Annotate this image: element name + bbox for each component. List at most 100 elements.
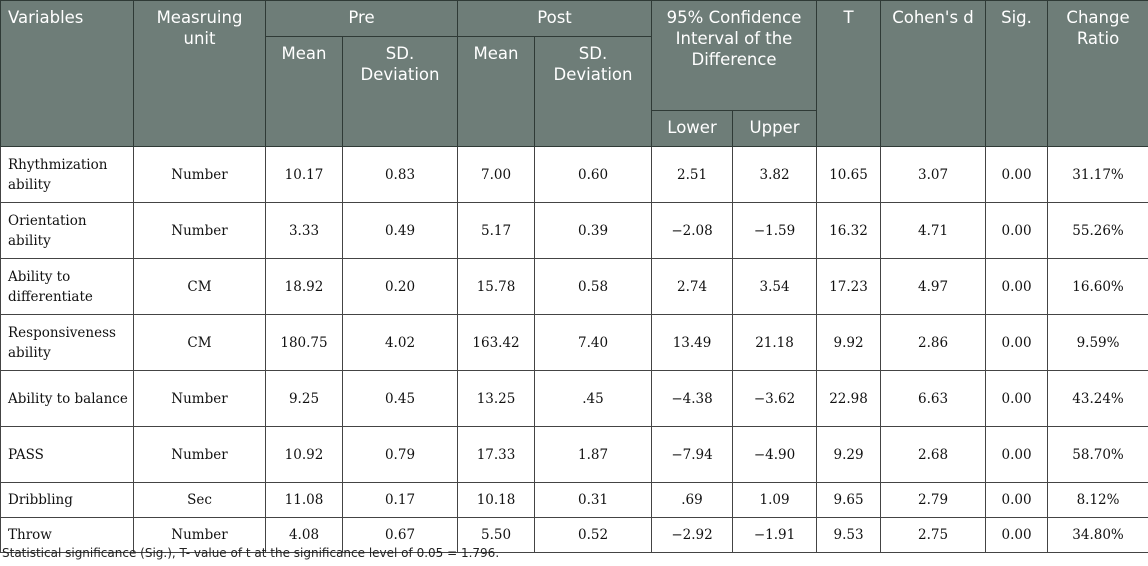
cell-upper: 3.54 [732,258,818,315]
cell-upper: 21.18 [732,314,818,371]
cell-post-sd: 1.87 [534,426,653,483]
cell-variable: PASS [0,426,134,483]
cell-pre-sd: 0.49 [341,202,459,259]
cell-change-ratio: 16.60% [1047,258,1148,315]
cell-pre-sd: 4.02 [341,314,459,371]
cell-upper: −4.90 [732,426,818,483]
cell-t: 22.98 [816,370,882,427]
cell-upper: −1.59 [732,202,818,259]
cell-upper: −1.91 [732,517,818,553]
cell-post-sd: 0.31 [534,482,653,518]
cell-pre-sd: 0.45 [341,370,459,427]
cell-lower: −4.38 [651,370,734,427]
table-row: Ability to differentiate CM 18.92 0.20 1… [0,258,1148,315]
cell-variable: Ability to differentiate [0,258,134,315]
cell-change-ratio: 9.59% [1047,314,1148,371]
cell-t: 16.32 [816,202,882,259]
header-measuring-unit: Measruing unit [133,0,266,147]
cell-post-sd: 7.40 [534,314,653,371]
cell-pre-sd: 0.67 [341,517,459,553]
header-post-mean: Mean [457,36,536,147]
header-t: T [816,0,882,147]
header-lower: Lower [651,110,734,147]
cell-sig: 0.00 [985,370,1049,427]
cell-pre-sd: 0.79 [341,426,459,483]
cell-pre-mean: 180.75 [265,314,343,371]
cell-cohens-d: 4.97 [880,258,987,315]
header-post-sd: SD. Deviation [534,36,653,147]
table-row: Dribbling Sec 11.08 0.17 10.18 0.31 .69 … [0,482,1148,518]
table-row: PASS Number 10.92 0.79 17.33 1.87 −7.94 … [0,426,1148,483]
header-confidence-interval: 95% Confidence Interval of the Differenc… [651,0,818,111]
cell-post-mean: 10.18 [457,482,536,518]
cell-pre-mean: 18.92 [265,258,343,315]
cell-t: 10.65 [816,146,882,203]
table-footnote: Statistical significance (Sig.), T- valu… [2,546,500,560]
cell-post-mean: 13.25 [457,370,536,427]
cell-unit: Number [133,146,266,203]
cell-sig: 0.00 [985,517,1049,553]
cell-change-ratio: 8.12% [1047,482,1148,518]
cell-lower: 2.74 [651,258,734,315]
table-row: Responsiveness ability CM 180.75 4.02 16… [0,314,1148,371]
cell-variable: Ability to balance [0,370,134,427]
table-row: Rhythmization ability Number 10.17 0.83 … [0,146,1148,203]
cell-pre-mean: 9.25 [265,370,343,427]
cell-unit: CM [133,314,266,371]
cell-cohens-d: 3.07 [880,146,987,203]
results-table: Variables Measruing unit Pre Post 95% Co… [0,0,1148,553]
cell-cohens-d: 2.75 [880,517,987,553]
table-row: Throw Number 4.08 0.67 5.50 0.52 −2.92 −… [0,517,1148,553]
cell-pre-mean: 10.92 [265,426,343,483]
cell-sig: 0.00 [985,482,1049,518]
cell-change-ratio: 34.80% [1047,517,1148,553]
cell-variable: Throw [0,517,134,553]
cell-cohens-d: 6.63 [880,370,987,427]
cell-upper: 3.82 [732,146,818,203]
cell-sig: 0.00 [985,146,1049,203]
header-post: Post [457,0,653,37]
cell-pre-mean: 10.17 [265,146,343,203]
cell-t: 17.23 [816,258,882,315]
cell-sig: 0.00 [985,202,1049,259]
cell-lower: 13.49 [651,314,734,371]
cell-lower: .69 [651,482,734,518]
cell-cohens-d: 2.68 [880,426,987,483]
cell-post-sd: 0.60 [534,146,653,203]
cell-unit: Sec [133,482,266,518]
cell-pre-mean: 3.33 [265,202,343,259]
cell-unit: Number [133,517,266,553]
cell-post-sd: 0.39 [534,202,653,259]
cell-pre-sd: 0.83 [341,146,459,203]
cell-change-ratio: 43.24% [1047,370,1148,427]
cell-change-ratio: 55.26% [1047,202,1148,259]
cell-t: 9.92 [816,314,882,371]
cell-unit: Number [133,202,266,259]
cell-pre-sd: 0.17 [341,482,459,518]
cell-post-sd: .45 [534,370,653,427]
cell-sig: 0.00 [985,314,1049,371]
cell-t: 9.53 [816,517,882,553]
cell-unit: Number [133,370,266,427]
cell-cohens-d: 2.86 [880,314,987,371]
table-row: Orientation ability Number 3.33 0.49 5.1… [0,202,1148,259]
cell-post-sd: 0.52 [534,517,653,553]
cell-unit: Number [133,426,266,483]
header-change-ratio: Change Ratio [1047,0,1148,147]
header-pre-sd: SD. Deviation [341,36,459,147]
cell-variable: Dribbling [0,482,134,518]
cell-post-mean: 7.00 [457,146,536,203]
cell-post-sd: 0.58 [534,258,653,315]
cell-change-ratio: 31.17% [1047,146,1148,203]
cell-sig: 0.00 [985,258,1049,315]
cell-pre-sd: 0.20 [341,258,459,315]
cell-t: 9.65 [816,482,882,518]
header-pre-mean: Mean [265,36,343,147]
cell-pre-mean: 11.08 [265,482,343,518]
cell-post-mean: 163.42 [457,314,536,371]
cell-sig: 0.00 [985,426,1049,483]
cell-lower: −2.08 [651,202,734,259]
cell-lower: 2.51 [651,146,734,203]
cell-post-mean: 5.17 [457,202,536,259]
cell-cohens-d: 2.79 [880,482,987,518]
